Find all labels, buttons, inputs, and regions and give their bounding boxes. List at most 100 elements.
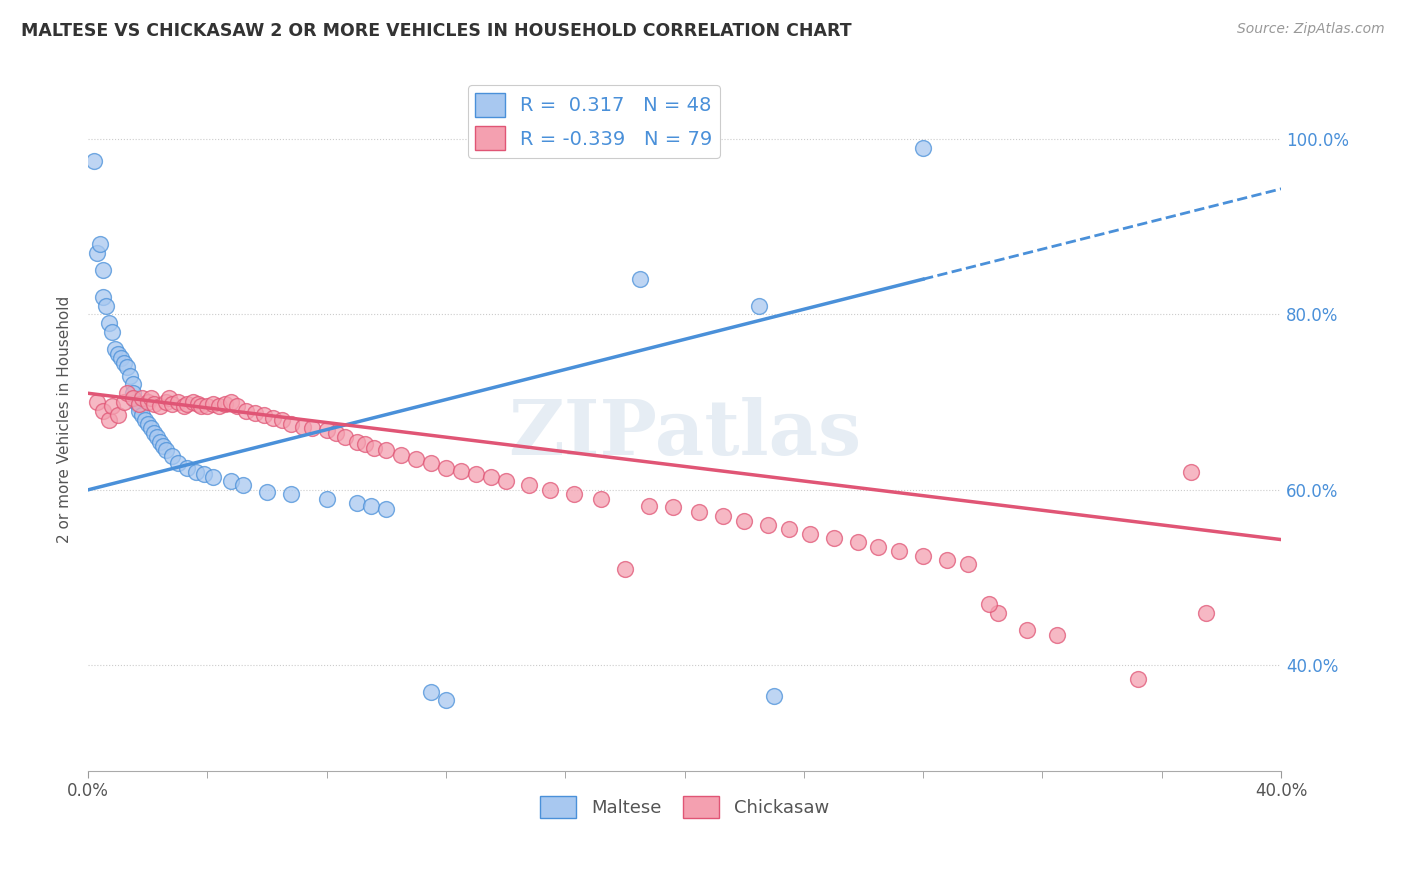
Point bbox=[149, 400, 172, 414]
Point bbox=[208, 400, 231, 414]
Point bbox=[589, 491, 612, 506]
Point bbox=[152, 439, 174, 453]
Point bbox=[346, 434, 368, 449]
Point bbox=[495, 474, 517, 488]
Point bbox=[98, 316, 121, 330]
Point bbox=[280, 487, 302, 501]
Y-axis label: 2 or more Vehicles in Household: 2 or more Vehicles in Household bbox=[58, 296, 72, 543]
Point bbox=[354, 437, 377, 451]
Point bbox=[464, 467, 486, 481]
Point bbox=[748, 298, 770, 312]
Point bbox=[434, 693, 457, 707]
Point bbox=[173, 400, 195, 414]
Point bbox=[1180, 465, 1202, 479]
Point bbox=[405, 452, 427, 467]
Point bbox=[107, 408, 129, 422]
Point bbox=[346, 496, 368, 510]
Point bbox=[291, 419, 314, 434]
Point bbox=[232, 478, 254, 492]
Point bbox=[375, 443, 398, 458]
Point bbox=[176, 397, 198, 411]
Point bbox=[142, 425, 165, 440]
Point bbox=[1195, 606, 1218, 620]
Point bbox=[118, 368, 141, 383]
Point bbox=[86, 245, 108, 260]
Point bbox=[519, 478, 541, 492]
Point bbox=[987, 606, 1010, 620]
Point bbox=[956, 558, 979, 572]
Point bbox=[360, 499, 382, 513]
Point bbox=[155, 395, 177, 409]
Point bbox=[936, 553, 959, 567]
Point bbox=[637, 499, 659, 513]
Point bbox=[101, 325, 124, 339]
Point bbox=[538, 483, 561, 497]
Point bbox=[197, 400, 219, 414]
Point bbox=[221, 395, 243, 409]
Point bbox=[235, 404, 257, 418]
Legend: Maltese, Chickasaw: Maltese, Chickasaw bbox=[533, 789, 837, 825]
Point bbox=[799, 526, 821, 541]
Point bbox=[145, 430, 167, 444]
Point bbox=[420, 684, 443, 698]
Point bbox=[450, 463, 472, 477]
Point bbox=[176, 461, 198, 475]
Point bbox=[778, 522, 800, 536]
Point bbox=[243, 406, 266, 420]
Point bbox=[613, 562, 636, 576]
Point bbox=[166, 395, 188, 409]
Point bbox=[110, 351, 132, 366]
Point bbox=[112, 395, 135, 409]
Point bbox=[363, 441, 385, 455]
Point bbox=[1017, 624, 1039, 638]
Point bbox=[91, 290, 114, 304]
Point bbox=[389, 448, 412, 462]
Point bbox=[187, 397, 209, 411]
Point bbox=[136, 395, 159, 409]
Point bbox=[1046, 627, 1069, 641]
Point bbox=[107, 347, 129, 361]
Point bbox=[202, 469, 225, 483]
Point bbox=[112, 355, 135, 369]
Point bbox=[628, 272, 651, 286]
Point bbox=[131, 408, 153, 422]
Point bbox=[139, 421, 162, 435]
Point bbox=[846, 535, 869, 549]
Point bbox=[115, 386, 138, 401]
Point bbox=[94, 298, 117, 312]
Point bbox=[184, 465, 207, 479]
Point bbox=[688, 505, 710, 519]
Point bbox=[155, 443, 177, 458]
Point bbox=[128, 397, 150, 411]
Text: MALTESE VS CHICKASAW 2 OR MORE VEHICLES IN HOUSEHOLD CORRELATION CHART: MALTESE VS CHICKASAW 2 OR MORE VEHICLES … bbox=[21, 22, 852, 40]
Point bbox=[181, 395, 204, 409]
Point bbox=[977, 597, 1000, 611]
Point bbox=[115, 359, 138, 374]
Point bbox=[889, 544, 911, 558]
Point bbox=[104, 343, 127, 357]
Point bbox=[190, 400, 212, 414]
Point bbox=[280, 417, 302, 431]
Point bbox=[325, 425, 347, 440]
Point bbox=[214, 397, 236, 411]
Point bbox=[868, 540, 890, 554]
Point bbox=[315, 423, 337, 437]
Point bbox=[562, 487, 585, 501]
Point bbox=[221, 474, 243, 488]
Point bbox=[160, 450, 183, 464]
Point bbox=[86, 395, 108, 409]
Point bbox=[193, 467, 215, 481]
Point bbox=[98, 412, 121, 426]
Point bbox=[128, 404, 150, 418]
Point bbox=[160, 397, 183, 411]
Point bbox=[763, 689, 786, 703]
Point bbox=[375, 502, 398, 516]
Point bbox=[1126, 672, 1149, 686]
Point bbox=[91, 263, 114, 277]
Text: Source: ZipAtlas.com: Source: ZipAtlas.com bbox=[1237, 22, 1385, 37]
Point bbox=[479, 469, 502, 483]
Point bbox=[142, 397, 165, 411]
Point bbox=[134, 412, 156, 426]
Point bbox=[131, 391, 153, 405]
Point bbox=[83, 153, 105, 168]
